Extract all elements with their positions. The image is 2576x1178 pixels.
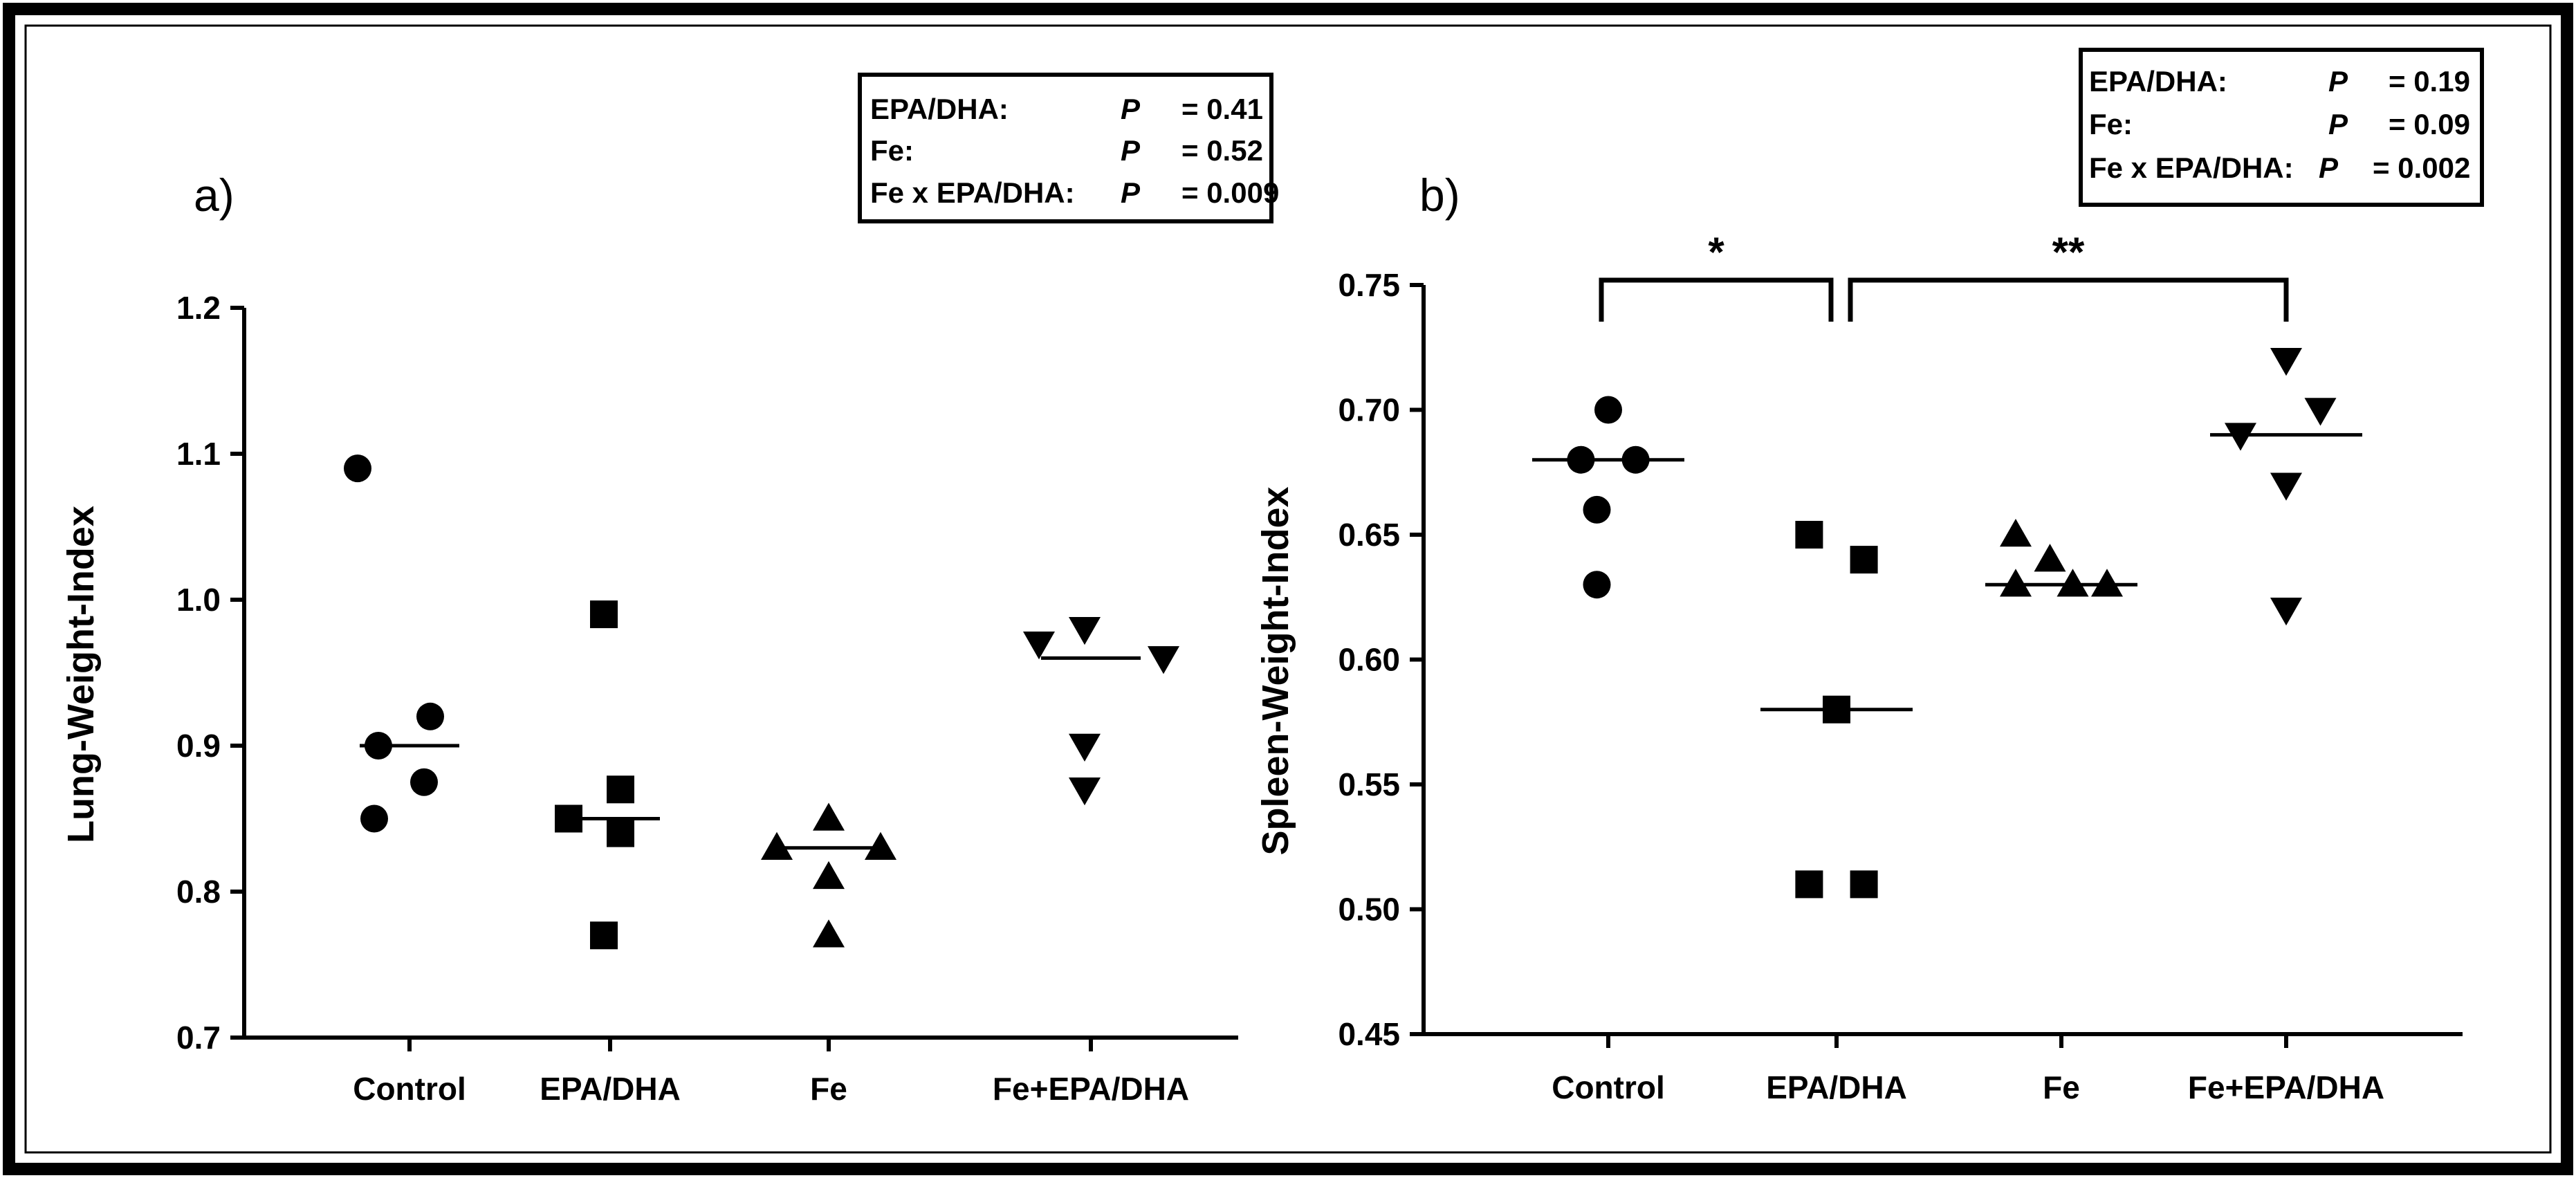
panel-a-stat-label: EPA/DHA: bbox=[870, 93, 1009, 125]
panel-b-spleen: b) Spleen-Weight-Index EPA/DHA: P = 0.19… bbox=[1255, 48, 2484, 1105]
data-point-triangle-up bbox=[2091, 569, 2123, 597]
panel-a-y-tick-label: 1.1 bbox=[176, 436, 221, 472]
panel-b-y-tick-label: 0.75 bbox=[1338, 267, 1400, 303]
data-point-triangle-down bbox=[2304, 398, 2337, 426]
panel-b-stat-value: = 0.002 bbox=[2373, 151, 2470, 184]
panel-a-ylabel: Lung-Weight-Index bbox=[60, 506, 102, 843]
panel-b-stat-label: EPA/DHA: bbox=[2089, 65, 2227, 98]
significance-label: * bbox=[1708, 229, 1724, 275]
panel-b-stat-p: P bbox=[2319, 151, 2339, 184]
panel-b-stat-value: = 0.19 bbox=[2389, 65, 2470, 98]
data-point-triangle-down bbox=[1148, 646, 1179, 674]
data-point-triangle-down bbox=[2225, 423, 2256, 451]
panel-b-stat-p: P bbox=[2328, 65, 2348, 98]
data-point-triangle-down bbox=[2270, 348, 2302, 376]
panel-b-stat-p: P bbox=[2328, 108, 2348, 140]
data-point-triangle-up bbox=[2000, 519, 2032, 547]
data-point-triangle-up bbox=[813, 861, 845, 890]
data-point-square bbox=[607, 819, 634, 847]
panel-a-lung: a) Lung-Weight-Index EPA/DHA: P = 0.41 F… bbox=[60, 73, 1279, 1107]
panel-a-stat-label: Fe: bbox=[870, 134, 914, 167]
panel-a-y-tick-label: 1.0 bbox=[176, 582, 221, 618]
panel-a-label: a) bbox=[194, 169, 234, 221]
data-point-square bbox=[1850, 546, 1878, 574]
data-point-square bbox=[607, 775, 634, 804]
panel-b-category-label: Control bbox=[1552, 1069, 1665, 1105]
inner-frame bbox=[24, 24, 2552, 1154]
panel-b-stats-box: EPA/DHA: P = 0.19 Fe: P = 0.09 Fe x EPA/… bbox=[2079, 48, 2484, 207]
data-point-triangle-up bbox=[813, 802, 845, 831]
data-point-triangle-down bbox=[1069, 777, 1101, 806]
panel-a-category-label: Fe+EPA/DHA bbox=[993, 1071, 1189, 1107]
significance-label: ** bbox=[2052, 229, 2085, 275]
panel-a-stat-value: = 0.009 bbox=[1181, 176, 1279, 209]
data-point-circle bbox=[1594, 396, 1622, 424]
panel-b-category-label: EPA/DHA bbox=[1766, 1069, 1907, 1105]
data-point-circle bbox=[416, 702, 444, 730]
panel-a-stat-value: = 0.52 bbox=[1181, 134, 1263, 167]
data-point-square bbox=[1850, 870, 1878, 899]
panel-a-stat-p: P bbox=[1121, 134, 1141, 167]
data-point-triangle-up bbox=[865, 831, 896, 860]
panel-b-stat-label: Fe: bbox=[2089, 108, 2133, 140]
data-point-triangle-up bbox=[2057, 569, 2089, 597]
panel-a-stat-p: P bbox=[1121, 93, 1141, 125]
data-point-triangle-up bbox=[2000, 569, 2032, 597]
data-point-triangle-down bbox=[2270, 598, 2302, 626]
data-point-square bbox=[1795, 870, 1823, 899]
panel-b-y-tick-label: 0.55 bbox=[1338, 766, 1400, 802]
data-point-square bbox=[590, 921, 618, 950]
panel-b-stat-label: Fe x EPA/DHA: bbox=[2089, 151, 2294, 184]
panel-b-label: b) bbox=[1419, 169, 1460, 221]
data-point-triangle-up bbox=[2034, 544, 2066, 572]
significance-bracket bbox=[1599, 277, 1834, 322]
panel-a-y-tick-label: 1.2 bbox=[176, 290, 221, 326]
panel-a-plot-area: 0.7 0.8 0.9 1.0 1.1 1.2 Control EPA/DHA Fe Fe+EPA… bbox=[176, 290, 1238, 1107]
panel-b-y-tick-label: 0.45 bbox=[1338, 1016, 1400, 1052]
panel-a-stat-value: = 0.41 bbox=[1181, 93, 1263, 125]
panel-b-category-label: Fe+EPA/DHA bbox=[2188, 1069, 2384, 1105]
panel-b-stat-value: = 0.09 bbox=[2389, 108, 2470, 140]
data-point-circle bbox=[344, 454, 371, 483]
panel-b-y-tick-label: 0.70 bbox=[1338, 392, 1400, 428]
data-point-circle bbox=[360, 804, 388, 833]
panel-b-y-tick-label: 0.65 bbox=[1338, 517, 1400, 553]
data-point-triangle-down bbox=[1069, 733, 1101, 762]
significance-bracket bbox=[1848, 277, 2289, 322]
panel-a-category-label: Fe bbox=[810, 1071, 847, 1107]
data-point-triangle-down bbox=[1069, 616, 1101, 645]
data-point-square bbox=[590, 600, 618, 629]
panel-b-ylabel: Spleen-Weight-Index bbox=[1255, 486, 1296, 855]
panel-b-y-tick-label: 0.60 bbox=[1338, 642, 1400, 678]
data-point-triangle-down bbox=[2270, 472, 2302, 501]
significance-brackets: * ** bbox=[1599, 229, 2289, 322]
data-point-square bbox=[1795, 521, 1823, 549]
panel-b-category-label: Fe bbox=[2043, 1069, 2080, 1105]
panel-a-category-label: EPA/DHA bbox=[540, 1071, 681, 1107]
data-point-circle bbox=[1583, 571, 1611, 599]
panel-a-y-tick-label: 0.9 bbox=[176, 728, 221, 764]
panel-a-y-tick-label: 0.7 bbox=[176, 1020, 221, 1056]
data-point-circle bbox=[410, 768, 438, 796]
data-point-triangle-down bbox=[1023, 632, 1055, 660]
panel-b-y-tick-label: 0.50 bbox=[1338, 892, 1400, 928]
panel-a-stats-box: EPA/DHA: P = 0.41 Fe: P = 0.52 Fe x EPA/… bbox=[858, 73, 1279, 223]
panel-a-stat-label: Fe x EPA/DHA: bbox=[870, 176, 1075, 209]
data-point-triangle-up bbox=[761, 831, 793, 860]
data-point-triangle-up bbox=[813, 919, 845, 948]
panel-a-y-tick-label: 0.8 bbox=[176, 874, 221, 910]
panel-a-stat-p: P bbox=[1121, 176, 1141, 209]
data-point-circle bbox=[1583, 495, 1611, 524]
panel-a-category-label: Control bbox=[353, 1071, 466, 1107]
panel-b-plot-area: 0.45 0.50 0.55 0.60 0.65 0.70 0.75 Control EPA/D… bbox=[1338, 267, 2463, 1105]
